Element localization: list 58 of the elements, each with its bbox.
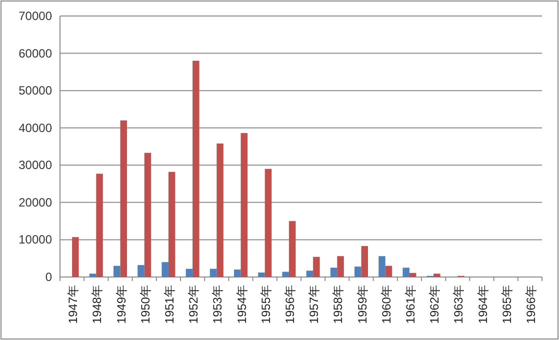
bar (313, 256, 320, 277)
bar (409, 272, 416, 277)
bar (138, 265, 144, 277)
bar (89, 274, 96, 277)
bar (186, 268, 193, 277)
x-tick-label: 1961年 (403, 285, 418, 324)
x-tick-label: 1959年 (355, 285, 370, 324)
bar (361, 246, 368, 277)
bar (96, 174, 103, 277)
y-tick-label: 50000 (18, 84, 52, 98)
bar (72, 237, 79, 277)
bar (210, 268, 217, 277)
bar (378, 256, 386, 277)
bar (385, 266, 392, 277)
bar (114, 266, 120, 277)
bar (258, 272, 265, 277)
bar (264, 168, 272, 277)
bar (282, 272, 289, 277)
bar (330, 268, 338, 277)
y-tick-label: 60000 (18, 46, 52, 60)
y-tick-label: 30000 (18, 158, 52, 172)
x-tick-label: 1953年 (210, 285, 225, 324)
y-tick-label: 70000 (18, 9, 52, 23)
x-tick-label: 1966年 (524, 285, 538, 324)
x-tick-label: 1960年 (379, 285, 394, 324)
x-tick-label: 1947年 (66, 285, 80, 324)
x-tick-label: 1956年 (282, 285, 297, 324)
x-tick-label: 1962年 (428, 285, 442, 324)
x-tick-label: 1950年 (138, 285, 152, 324)
x-tick-label: 1965年 (500, 285, 514, 324)
bar (306, 270, 314, 277)
bar (192, 60, 200, 277)
x-tick-label: 1951年 (162, 285, 176, 324)
y-tick-label: 20000 (18, 195, 52, 210)
bar (234, 270, 241, 277)
y-tick-label: 0 (45, 270, 52, 284)
bar (240, 133, 248, 277)
bar (216, 144, 224, 277)
bar (288, 221, 296, 277)
x-tick-label: 1948年 (90, 285, 104, 324)
bar (168, 172, 176, 277)
y-tick-label: 40000 (18, 120, 52, 135)
bar (144, 152, 152, 277)
x-tick-label: 1954年 (234, 285, 249, 324)
bar (337, 256, 344, 277)
x-tick-label: 1957年 (307, 285, 322, 324)
x-tick-label: 1955年 (258, 285, 273, 324)
x-tick-label: 1963年 (452, 285, 466, 324)
bar (402, 268, 410, 277)
x-tick-label: 1964年 (476, 285, 490, 324)
bar (162, 262, 168, 277)
bar (120, 120, 127, 277)
x-tick-label: 1949年 (114, 285, 128, 324)
bar (434, 274, 440, 277)
y-tick-label: 10000 (18, 232, 52, 247)
bar (354, 266, 362, 277)
x-tick-label: 1952年 (186, 285, 201, 324)
x-tick-label: 1958年 (331, 285, 346, 324)
